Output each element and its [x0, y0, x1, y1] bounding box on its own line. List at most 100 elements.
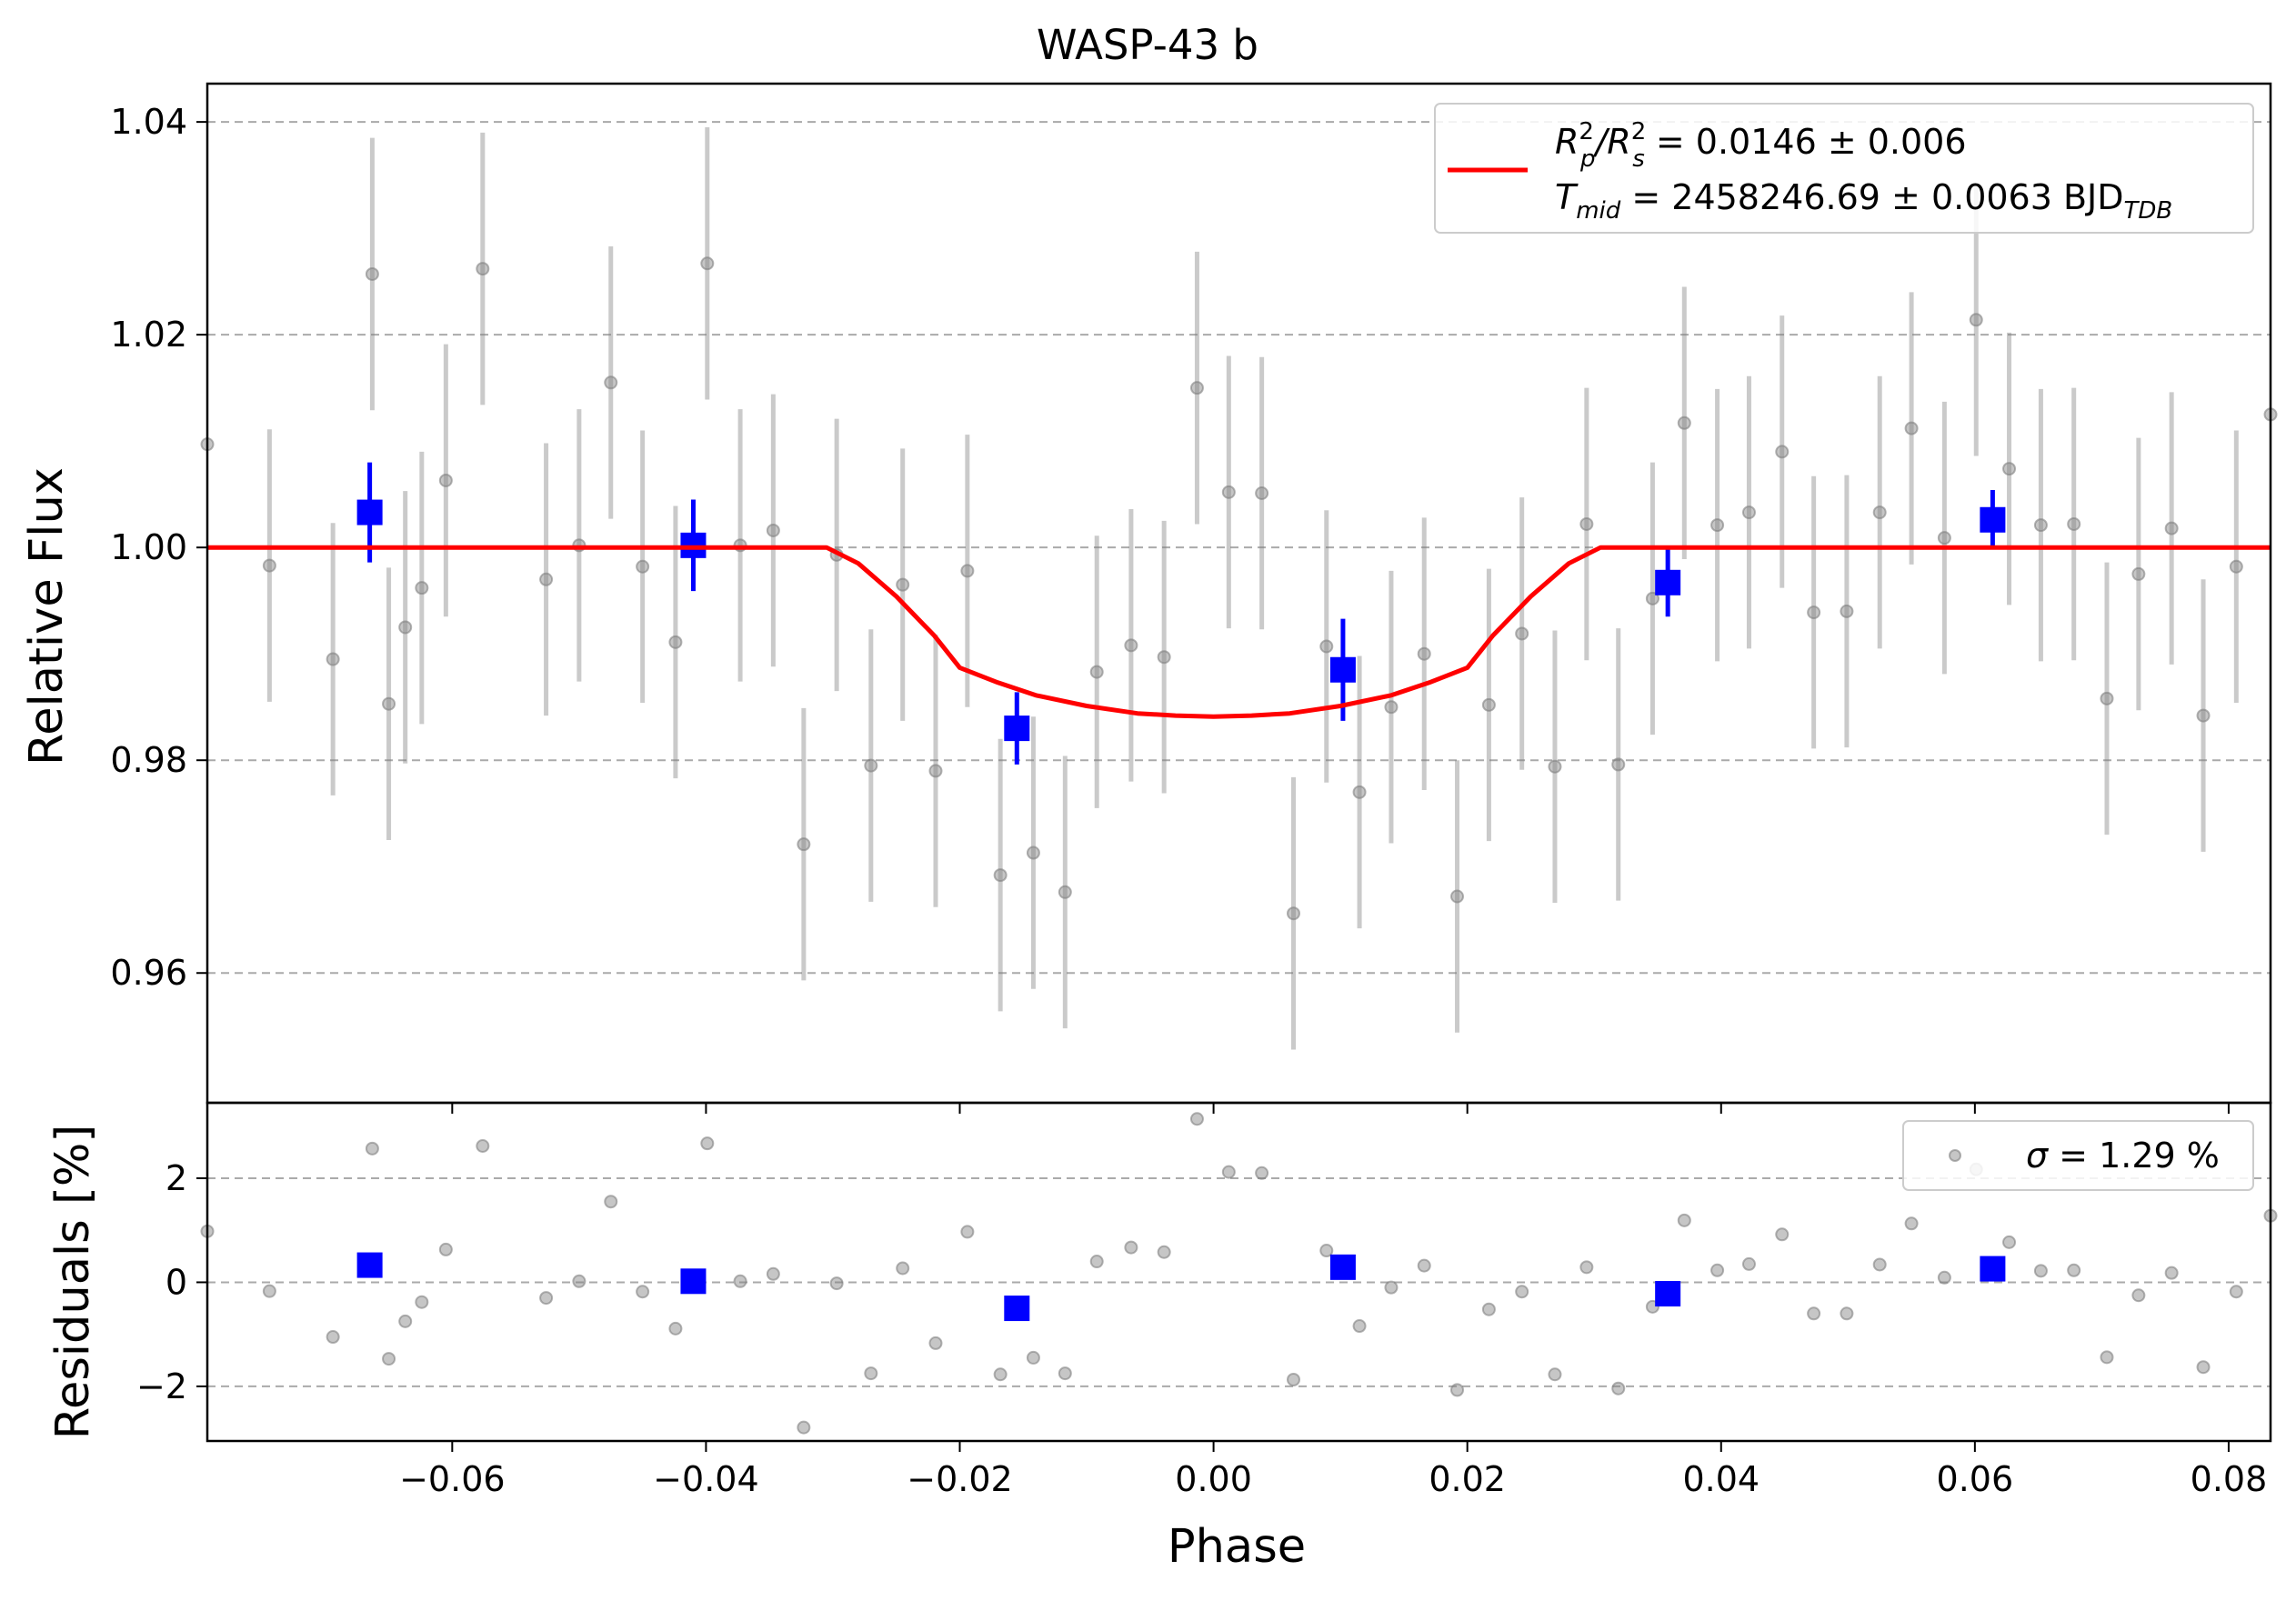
bottom-x-tick-label: −0.02 — [907, 1459, 1012, 1499]
residual-point — [1157, 1245, 1171, 1259]
residual-point — [1089, 1255, 1104, 1269]
data-point — [1548, 759, 1562, 774]
data-point — [1221, 485, 1236, 499]
residual-point — [2229, 1285, 2243, 1299]
top-y-tick-label: 0.98 — [110, 740, 187, 780]
data-point — [398, 620, 413, 635]
data-point — [1255, 486, 1269, 501]
data-point — [2131, 566, 2146, 581]
residual-point — [572, 1274, 587, 1288]
data-point — [960, 564, 975, 578]
residual-point — [733, 1274, 747, 1288]
top-legend-box — [1434, 103, 2254, 234]
residual-point — [1221, 1165, 1236, 1179]
residual-point — [766, 1266, 780, 1281]
data-point — [636, 559, 650, 574]
top-y-tick-label: 1.00 — [110, 527, 187, 567]
data-point — [2164, 521, 2179, 535]
binned-point — [1980, 506, 2006, 533]
residual-point — [1840, 1306, 1854, 1321]
bottom-x-tick-label: −0.06 — [399, 1459, 505, 1499]
legend-data-marker — [1949, 1149, 1961, 1162]
residual-point — [1255, 1166, 1269, 1180]
bottom-legend: σ = 1.29 % — [1902, 1120, 2254, 1191]
data-point — [1710, 518, 1725, 533]
data-point — [1645, 591, 1659, 605]
data-point — [1872, 505, 1887, 520]
top-frame — [206, 82, 2272, 1105]
binned-point — [1655, 569, 1681, 595]
x-axis-label: Phase — [1168, 1520, 1306, 1574]
data-point — [1124, 638, 1138, 653]
bottom-y-tick-label: 2 — [165, 1158, 187, 1198]
top-y-tick-label: 1.02 — [110, 315, 187, 355]
bottom-x-tick-label: 0.04 — [1682, 1459, 1760, 1499]
residual-point — [1026, 1350, 1040, 1365]
bottom-legend-box — [1902, 1120, 2254, 1191]
residual-point — [1872, 1257, 1887, 1272]
residual-point — [365, 1141, 379, 1156]
data-point — [1611, 757, 1626, 772]
top-panel-data — [200, 126, 2278, 1050]
residual-point — [1319, 1244, 1334, 1258]
residual-point — [960, 1225, 975, 1239]
data-point — [1026, 846, 1040, 860]
data-point — [1189, 381, 1204, 395]
bottom-frame — [206, 1101, 2272, 1443]
data-point — [2067, 516, 2081, 531]
residual-point — [262, 1284, 276, 1298]
data-point — [928, 764, 943, 778]
data-point — [2002, 462, 2017, 476]
data-point — [993, 868, 1008, 883]
residual-point — [668, 1321, 683, 1336]
data-point — [2196, 708, 2211, 723]
residual-point — [1677, 1213, 1691, 1227]
data-point — [539, 572, 554, 586]
bottom-y-tick-label: −2 — [136, 1366, 187, 1406]
bottom-y-axis-label: Residuals [%] — [46, 1125, 100, 1439]
binned-residual-point — [1980, 1256, 2006, 1282]
legend-tdb-sub: TDB — [2124, 197, 2173, 225]
data-point — [797, 837, 811, 852]
data-point — [262, 558, 276, 573]
residual-point — [2100, 1350, 2114, 1365]
bottom-x-tick-label: 0.00 — [1175, 1459, 1252, 1499]
binned-residual-point — [1655, 1281, 1681, 1307]
data-point — [2100, 691, 2114, 705]
data-point — [604, 375, 618, 390]
residual-point — [415, 1295, 429, 1309]
data-point — [1937, 531, 1951, 545]
bottom-panel-binned-data — [356, 1252, 2006, 1322]
bottom-panel-gridlines — [207, 1176, 2271, 1387]
binned-residual-point — [680, 1268, 707, 1295]
data-point — [1741, 505, 1756, 520]
bottom-x-tick-label: 0.08 — [2191, 1459, 2268, 1499]
legend-line-1: R2 p/R2 s = 0.0146 ± 0.006 — [1555, 118, 1967, 173]
data-point — [415, 581, 429, 595]
residual-point — [636, 1285, 650, 1299]
residual-point — [1287, 1372, 1301, 1386]
data-point — [365, 266, 379, 281]
bottom-y-tick-label: 0 — [165, 1262, 187, 1302]
data-point — [1775, 445, 1790, 459]
binned-residual-point — [1329, 1254, 1356, 1280]
data-point — [700, 256, 715, 271]
data-point — [1384, 700, 1399, 715]
residual-point — [993, 1367, 1008, 1382]
data-point — [1352, 785, 1367, 799]
legend-rp-sup: 2 — [1579, 118, 1594, 145]
data-point — [2229, 559, 2243, 574]
legend-sigma-value: = 1.29 % — [2048, 1136, 2220, 1176]
data-point — [1417, 646, 1431, 661]
data-point — [438, 473, 453, 487]
binned-point — [1004, 715, 1030, 742]
residual-point — [326, 1330, 340, 1345]
legend-depth-value: = 0.0146 ± 0.006 — [1645, 122, 1967, 162]
data-point — [1058, 885, 1072, 899]
residual-point — [476, 1139, 490, 1154]
residual-point — [1548, 1367, 1562, 1382]
residual-point — [1417, 1258, 1431, 1273]
legend-rs-sub: s — [1632, 145, 1645, 173]
top-y-tick-label: 0.96 — [110, 953, 187, 993]
residual-point — [928, 1336, 943, 1350]
